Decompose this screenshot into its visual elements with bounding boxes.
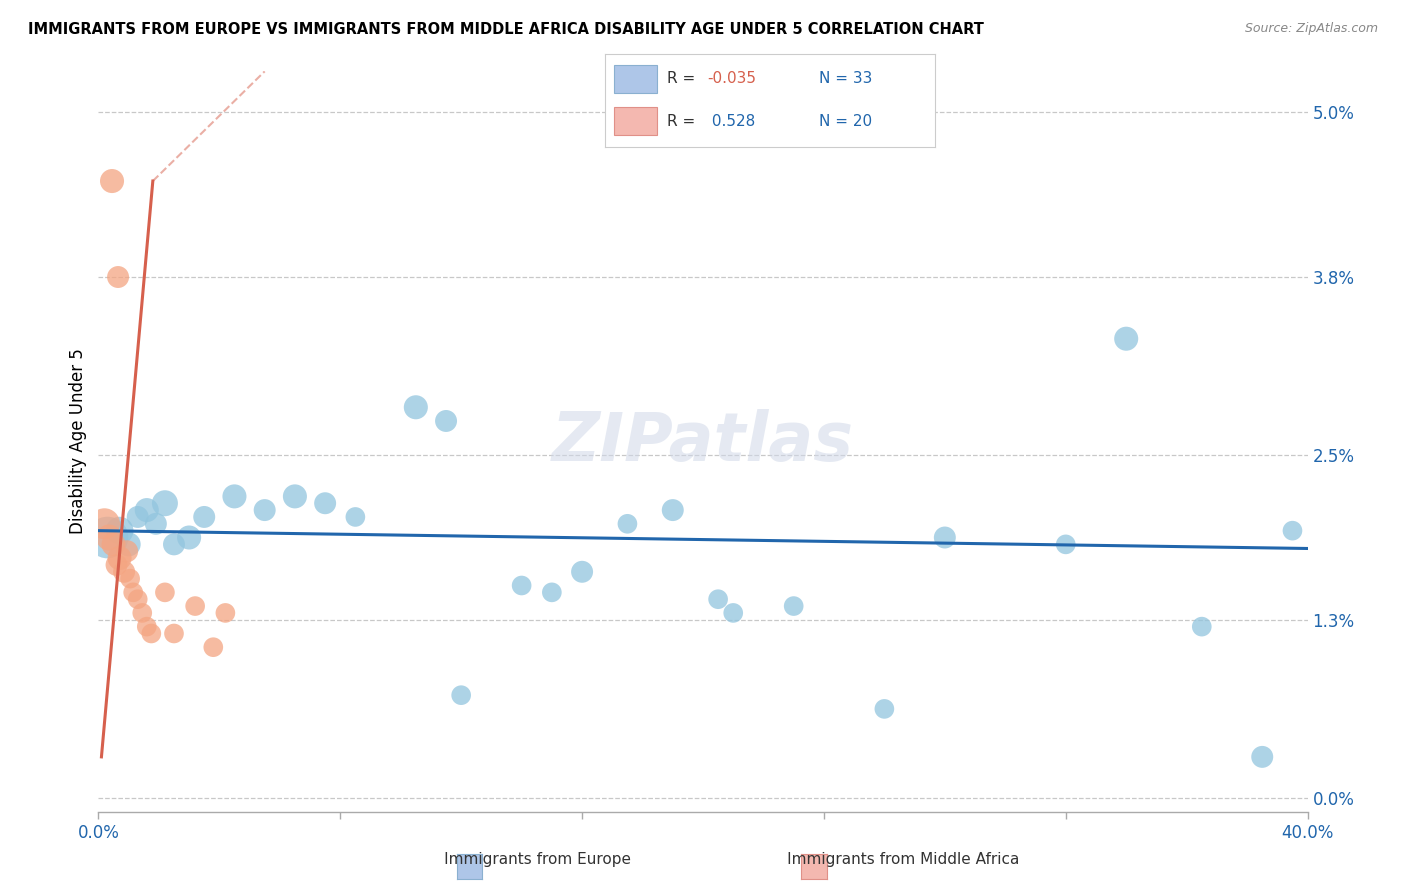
Point — [101, 174, 124, 188]
Point — [112, 565, 135, 579]
Text: N = 33: N = 33 — [820, 70, 873, 86]
Point — [127, 510, 149, 524]
Point — [873, 702, 896, 716]
Point — [214, 606, 236, 620]
Point — [179, 531, 201, 545]
Point — [96, 531, 118, 545]
Point — [141, 626, 163, 640]
FancyBboxPatch shape — [614, 107, 658, 136]
Point — [105, 558, 128, 572]
Text: ZIPatlas: ZIPatlas — [553, 409, 853, 475]
Point — [783, 599, 806, 613]
Point — [284, 489, 307, 503]
Point — [405, 401, 427, 415]
Point — [723, 606, 745, 620]
Text: 0.528: 0.528 — [707, 114, 755, 129]
FancyBboxPatch shape — [614, 65, 658, 94]
Point — [934, 531, 956, 545]
Point — [1191, 619, 1213, 633]
Text: Immigrants from Europe: Immigrants from Europe — [409, 852, 631, 867]
Text: Immigrants from Middle Africa: Immigrants from Middle Africa — [752, 852, 1019, 867]
Point — [661, 503, 683, 517]
Point — [108, 524, 131, 538]
Point — [93, 516, 115, 531]
Point — [115, 544, 138, 558]
Point — [135, 503, 157, 517]
Point — [616, 516, 638, 531]
Point — [707, 592, 730, 607]
Point — [193, 510, 215, 524]
Point — [510, 578, 533, 592]
Point — [450, 688, 472, 702]
Point — [314, 496, 336, 510]
Point — [1054, 537, 1077, 551]
Point — [1281, 524, 1303, 538]
Point — [184, 599, 207, 613]
Point — [434, 414, 457, 428]
Point — [153, 496, 176, 510]
Point — [571, 565, 593, 579]
Point — [145, 516, 167, 531]
Text: N = 20: N = 20 — [820, 114, 873, 129]
Point — [107, 270, 129, 285]
Point — [253, 503, 276, 517]
Point — [1115, 332, 1137, 346]
Text: IMMIGRANTS FROM EUROPE VS IMMIGRANTS FROM MIDDLE AFRICA DISABILITY AGE UNDER 5 C: IMMIGRANTS FROM EUROPE VS IMMIGRANTS FRO… — [28, 22, 984, 37]
Point — [163, 626, 186, 640]
Point — [1251, 750, 1274, 764]
Point — [120, 572, 142, 586]
Point — [122, 585, 145, 599]
Point — [118, 537, 141, 551]
Point — [108, 551, 131, 566]
Point — [131, 606, 153, 620]
Point — [202, 640, 225, 655]
Point — [127, 592, 149, 607]
Point — [98, 531, 121, 545]
Point — [163, 537, 186, 551]
Y-axis label: Disability Age Under 5: Disability Age Under 5 — [69, 349, 87, 534]
Text: Source: ZipAtlas.com: Source: ZipAtlas.com — [1244, 22, 1378, 36]
Text: R =: R = — [668, 70, 696, 86]
Point — [540, 585, 562, 599]
Point — [135, 619, 157, 633]
Point — [224, 489, 246, 503]
Text: R =: R = — [668, 114, 696, 129]
Point — [103, 537, 125, 551]
Text: -0.035: -0.035 — [707, 70, 756, 86]
Point — [153, 585, 176, 599]
Point — [344, 510, 367, 524]
